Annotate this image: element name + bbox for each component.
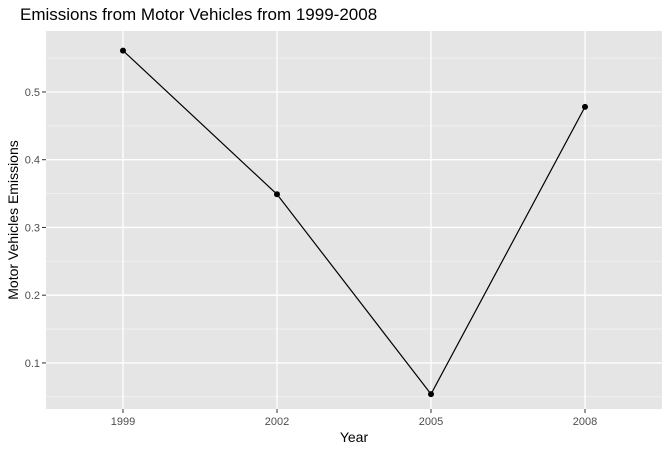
y-tick-label: 0.4 xyxy=(25,155,40,167)
major-grid xyxy=(46,31,662,409)
series-line xyxy=(122,50,586,396)
x-tick-label: 1999 xyxy=(111,416,135,428)
minor-grid xyxy=(46,57,662,398)
y-tick-label: 0.1 xyxy=(25,358,40,370)
y-axis-title: Motor Vehicles Emissions xyxy=(5,140,21,300)
x-axis-title: Year xyxy=(340,429,369,445)
y-tick-label: 0.5 xyxy=(25,87,40,99)
plot-panel xyxy=(46,31,662,409)
series-points-group xyxy=(120,47,588,398)
y-tick-label: 0.2 xyxy=(25,290,40,302)
data-point xyxy=(428,391,434,398)
x-axis: 1999 2002 2005 2008 xyxy=(111,409,597,428)
y-tick-label: 0.3 xyxy=(25,222,40,234)
y-axis: 0.1 0.2 0.3 0.4 0.5 xyxy=(25,87,46,370)
data-point xyxy=(274,191,280,198)
chart-title: Emissions from Motor Vehicles from 1999-… xyxy=(20,5,377,24)
data-point xyxy=(582,103,588,110)
data-point xyxy=(120,47,126,54)
x-tick-label: 2008 xyxy=(573,416,597,428)
x-tick-label: 2005 xyxy=(419,416,443,428)
series-line-group xyxy=(122,50,586,396)
x-tick-label: 2002 xyxy=(265,416,289,428)
